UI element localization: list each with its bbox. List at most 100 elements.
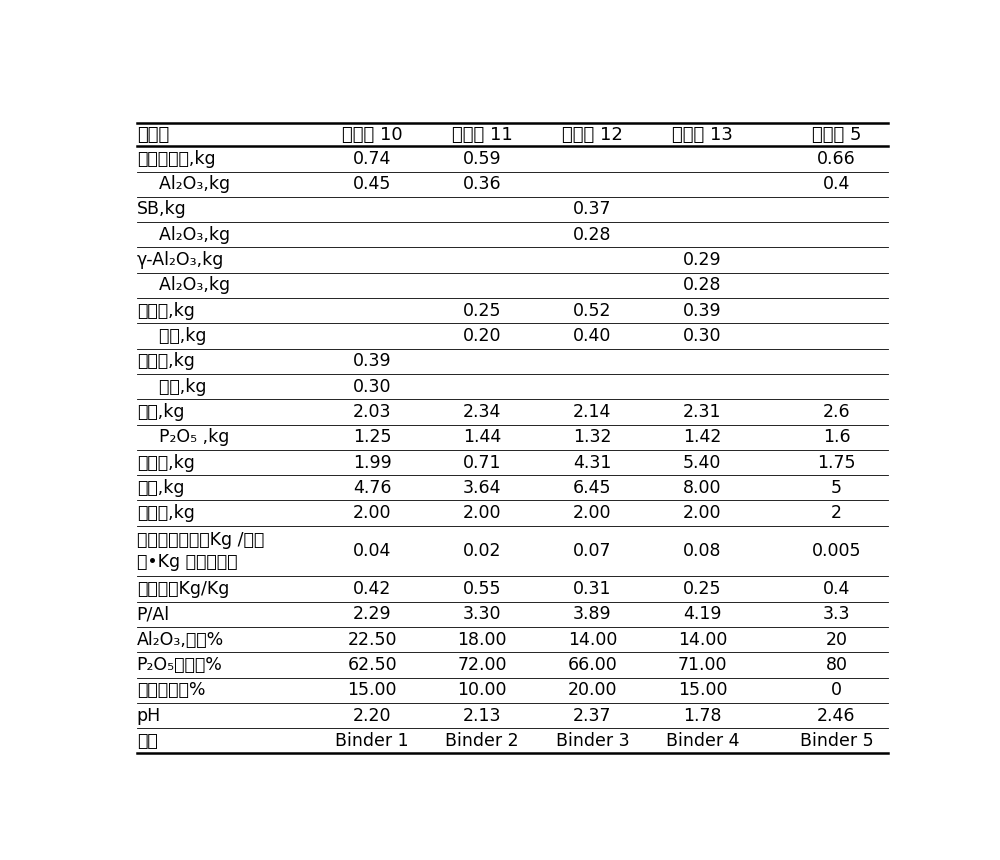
Text: 对比例 5: 对比例 5 (812, 126, 861, 144)
Text: 2.00: 2.00 (683, 504, 722, 522)
Text: 干基,kg: 干基,kg (137, 327, 206, 345)
Text: 5: 5 (831, 479, 842, 497)
Text: 1.44: 1.44 (463, 428, 501, 446)
Text: 0.59: 0.59 (463, 150, 502, 168)
Text: 3.3: 3.3 (823, 605, 850, 624)
Text: P₂O₅ ,kg: P₂O₅ ,kg (137, 428, 229, 446)
Text: Al₂O₃,kg: Al₂O₃,kg (137, 276, 230, 294)
Text: 0.42: 0.42 (353, 580, 391, 598)
Text: 15.00: 15.00 (347, 681, 397, 699)
Text: 2: 2 (831, 504, 842, 522)
Text: 14.00: 14.00 (568, 630, 617, 648)
Text: 2.14: 2.14 (573, 402, 612, 421)
Text: Binder 3: Binder 3 (556, 732, 629, 750)
Text: 0: 0 (831, 681, 842, 699)
Text: 磷酸加料速度，Kg /（分
钟•Kg 氧化铝源）: 磷酸加料速度，Kg /（分 钟•Kg 氧化铝源） (137, 531, 264, 571)
Text: Al₂O₃,kg: Al₂O₃,kg (137, 226, 230, 243)
Text: 高岭土,kg: 高岭土,kg (137, 353, 194, 371)
Text: 0.55: 0.55 (463, 580, 502, 598)
Text: 2.29: 2.29 (353, 605, 392, 624)
Text: 磷酸,kg: 磷酸,kg (137, 402, 184, 421)
Text: Binder 1: Binder 1 (335, 732, 409, 750)
Text: 22.50: 22.50 (347, 630, 397, 648)
Text: 1.99: 1.99 (353, 453, 392, 471)
Text: 实施例 13: 实施例 13 (672, 126, 733, 144)
Text: 0.20: 0.20 (463, 327, 502, 345)
Text: 0.39: 0.39 (353, 353, 392, 371)
Text: 0.29: 0.29 (683, 251, 722, 269)
Text: 3.89: 3.89 (573, 605, 612, 624)
Text: 0.36: 0.36 (463, 175, 502, 194)
Text: 2.34: 2.34 (463, 402, 501, 421)
Text: 4.31: 4.31 (573, 453, 612, 471)
Text: 0.40: 0.40 (573, 327, 612, 345)
Text: 累脱土,kg: 累脱土,kg (137, 302, 194, 320)
Text: γ-Al₂O₃,kg: γ-Al₂O₃,kg (137, 251, 224, 269)
Text: 2.46: 2.46 (817, 707, 856, 724)
Text: 0.30: 0.30 (683, 327, 722, 345)
Text: 4.76: 4.76 (353, 479, 391, 497)
Text: 20.00: 20.00 (568, 681, 617, 699)
Text: 0.08: 0.08 (683, 542, 722, 560)
Text: 粘土，重量%: 粘土，重量% (137, 681, 205, 699)
Text: 18.00: 18.00 (458, 630, 507, 648)
Text: 6.45: 6.45 (573, 479, 612, 497)
Text: 2.13: 2.13 (463, 707, 502, 724)
Text: 实施例 10: 实施例 10 (342, 126, 403, 144)
Text: 3.64: 3.64 (463, 479, 502, 497)
Text: P/Al: P/Al (137, 605, 170, 624)
Text: 0.005: 0.005 (812, 542, 861, 560)
Text: 2.20: 2.20 (353, 707, 391, 724)
Text: 1.42: 1.42 (683, 428, 722, 446)
Text: 20: 20 (825, 630, 847, 648)
Text: 2.00: 2.00 (353, 504, 391, 522)
Text: 0.25: 0.25 (683, 580, 722, 598)
Text: 编号: 编号 (137, 732, 157, 750)
Text: 1.75: 1.75 (817, 453, 856, 471)
Text: 0.52: 0.52 (573, 302, 612, 320)
Text: 8.00: 8.00 (683, 479, 722, 497)
Text: 5.40: 5.40 (683, 453, 722, 471)
Text: 14.00: 14.00 (678, 630, 727, 648)
Text: 拟薄水铝石,kg: 拟薄水铝石,kg (137, 150, 215, 168)
Text: 粘结剂: 粘结剂 (137, 126, 169, 144)
Text: Binder 4: Binder 4 (666, 732, 739, 750)
Text: 2.00: 2.00 (463, 504, 502, 522)
Text: 总量,kg: 总量,kg (137, 479, 184, 497)
Text: 72.00: 72.00 (458, 656, 507, 674)
Text: 0.04: 0.04 (353, 542, 391, 560)
Text: 0.31: 0.31 (573, 580, 612, 598)
Text: 实施例 11: 实施例 11 (452, 126, 513, 144)
Text: 2.31: 2.31 (683, 402, 722, 421)
Text: 0.02: 0.02 (463, 542, 502, 560)
Text: P₂O₅，重量%: P₂O₅，重量% (137, 656, 222, 674)
Text: 化学水,kg: 化学水,kg (137, 453, 194, 471)
Text: 固含量，Kg/Kg: 固含量，Kg/Kg (137, 580, 229, 598)
Text: 4.19: 4.19 (683, 605, 722, 624)
Text: 15.00: 15.00 (678, 681, 727, 699)
Text: 10.00: 10.00 (458, 681, 507, 699)
Text: 0.4: 0.4 (823, 175, 850, 194)
Text: Binder 2: Binder 2 (445, 732, 519, 750)
Text: 0.30: 0.30 (353, 378, 391, 396)
Text: Al₂O₃,重量%: Al₂O₃,重量% (137, 630, 224, 648)
Text: 0.28: 0.28 (683, 276, 722, 294)
Text: 0.07: 0.07 (573, 542, 612, 560)
Text: 1.32: 1.32 (573, 428, 612, 446)
Text: Al₂O₃,kg: Al₂O₃,kg (137, 175, 230, 194)
Text: 0.39: 0.39 (683, 302, 722, 320)
Text: 71.00: 71.00 (678, 656, 727, 674)
Text: 80: 80 (825, 656, 847, 674)
Text: 1.6: 1.6 (823, 428, 850, 446)
Text: 0.25: 0.25 (463, 302, 502, 320)
Text: Binder 5: Binder 5 (800, 732, 873, 750)
Text: 0.28: 0.28 (573, 226, 612, 243)
Text: 0.4: 0.4 (823, 580, 850, 598)
Text: 0.37: 0.37 (573, 200, 612, 218)
Text: 实施例 12: 实施例 12 (562, 126, 623, 144)
Text: 2.03: 2.03 (353, 402, 391, 421)
Text: SB,kg: SB,kg (137, 200, 186, 218)
Text: 0.45: 0.45 (353, 175, 391, 194)
Text: 1.78: 1.78 (683, 707, 722, 724)
Text: pH: pH (137, 707, 161, 724)
